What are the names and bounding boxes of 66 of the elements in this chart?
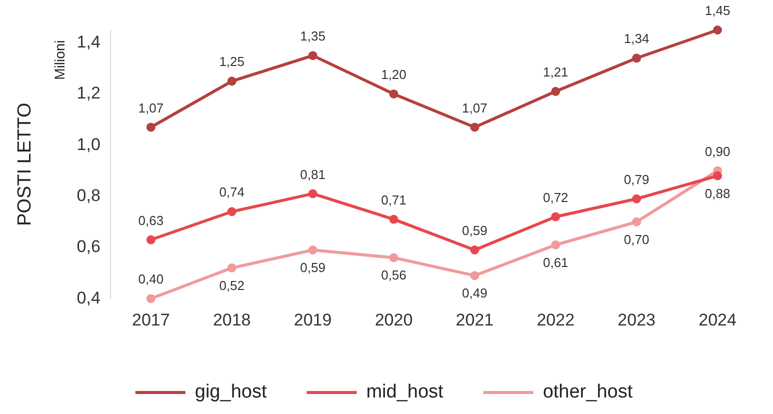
point xyxy=(146,294,156,304)
legend-label: gig_host xyxy=(194,382,268,403)
point xyxy=(308,189,318,198)
data-label: 0,59 xyxy=(300,260,326,276)
y-tick-label: 1,2 xyxy=(76,84,100,103)
data-label: 0,90 xyxy=(704,144,730,159)
point xyxy=(551,86,560,96)
point xyxy=(146,122,156,132)
x-tick-label: 2021 xyxy=(456,310,494,330)
point xyxy=(632,194,642,204)
point xyxy=(632,54,642,63)
data-label: 1,34 xyxy=(624,31,650,46)
data-label: 1,21 xyxy=(542,64,568,80)
point xyxy=(389,253,398,262)
point xyxy=(470,122,480,132)
x-tick-label: 2024 xyxy=(698,310,736,330)
x-tick-label: 2023 xyxy=(618,310,656,330)
point xyxy=(470,245,480,254)
y-tick-label: 1,4 xyxy=(76,32,100,52)
x-tick-label: 2019 xyxy=(294,310,332,330)
data-label: 0,72 xyxy=(542,190,568,205)
data-label: 0,74 xyxy=(219,184,245,200)
x-tick-label: 2022 xyxy=(536,310,575,330)
point xyxy=(551,240,560,250)
point xyxy=(389,89,398,98)
data-label: 1,20 xyxy=(381,67,406,82)
point xyxy=(227,263,236,272)
text: Milioni xyxy=(51,40,68,80)
data-label: 0,79 xyxy=(624,172,650,187)
x-tick-label: 2017 xyxy=(132,310,170,330)
point xyxy=(470,271,480,280)
point xyxy=(551,212,560,222)
data-label: 0,63 xyxy=(138,212,164,228)
x-tick-label: 2020 xyxy=(374,310,413,330)
point xyxy=(227,207,236,216)
point xyxy=(632,217,642,226)
data-label: 1,07 xyxy=(462,100,488,116)
point xyxy=(146,235,156,244)
point xyxy=(227,76,236,86)
y-axis-title: POSTI LETTO xyxy=(14,102,36,226)
data-label: 0,88 xyxy=(704,186,730,201)
data-label: 1,35 xyxy=(300,28,326,44)
point xyxy=(308,51,318,60)
legend-label: mid_host xyxy=(366,382,444,403)
data-label: 0,70 xyxy=(624,232,650,247)
data-label: 0,81 xyxy=(300,166,326,182)
legend-label: other_host xyxy=(542,382,634,403)
point xyxy=(713,171,722,180)
data-label: 1,07 xyxy=(138,100,164,116)
point xyxy=(389,214,398,224)
point xyxy=(308,245,318,254)
data-label: 0,52 xyxy=(219,278,245,293)
data-label: 0,59 xyxy=(462,223,488,238)
y-tick-label: 0,4 xyxy=(76,288,100,308)
data-label: 0,40 xyxy=(138,272,164,287)
y-tick-label: 1,0 xyxy=(76,134,100,154)
data-label: 0,61 xyxy=(542,254,568,270)
y-tick-label: 0,6 xyxy=(76,237,100,256)
data-label: 1,45 xyxy=(704,3,730,18)
data-label: 0,71 xyxy=(381,192,406,208)
y-tick-label: 0,8 xyxy=(76,186,100,205)
data-label: 0,56 xyxy=(381,268,406,283)
data-label: 0,49 xyxy=(462,286,488,301)
x-tick-label: 2018 xyxy=(212,310,251,330)
data-label: 1,25 xyxy=(219,54,245,70)
point xyxy=(713,26,722,34)
